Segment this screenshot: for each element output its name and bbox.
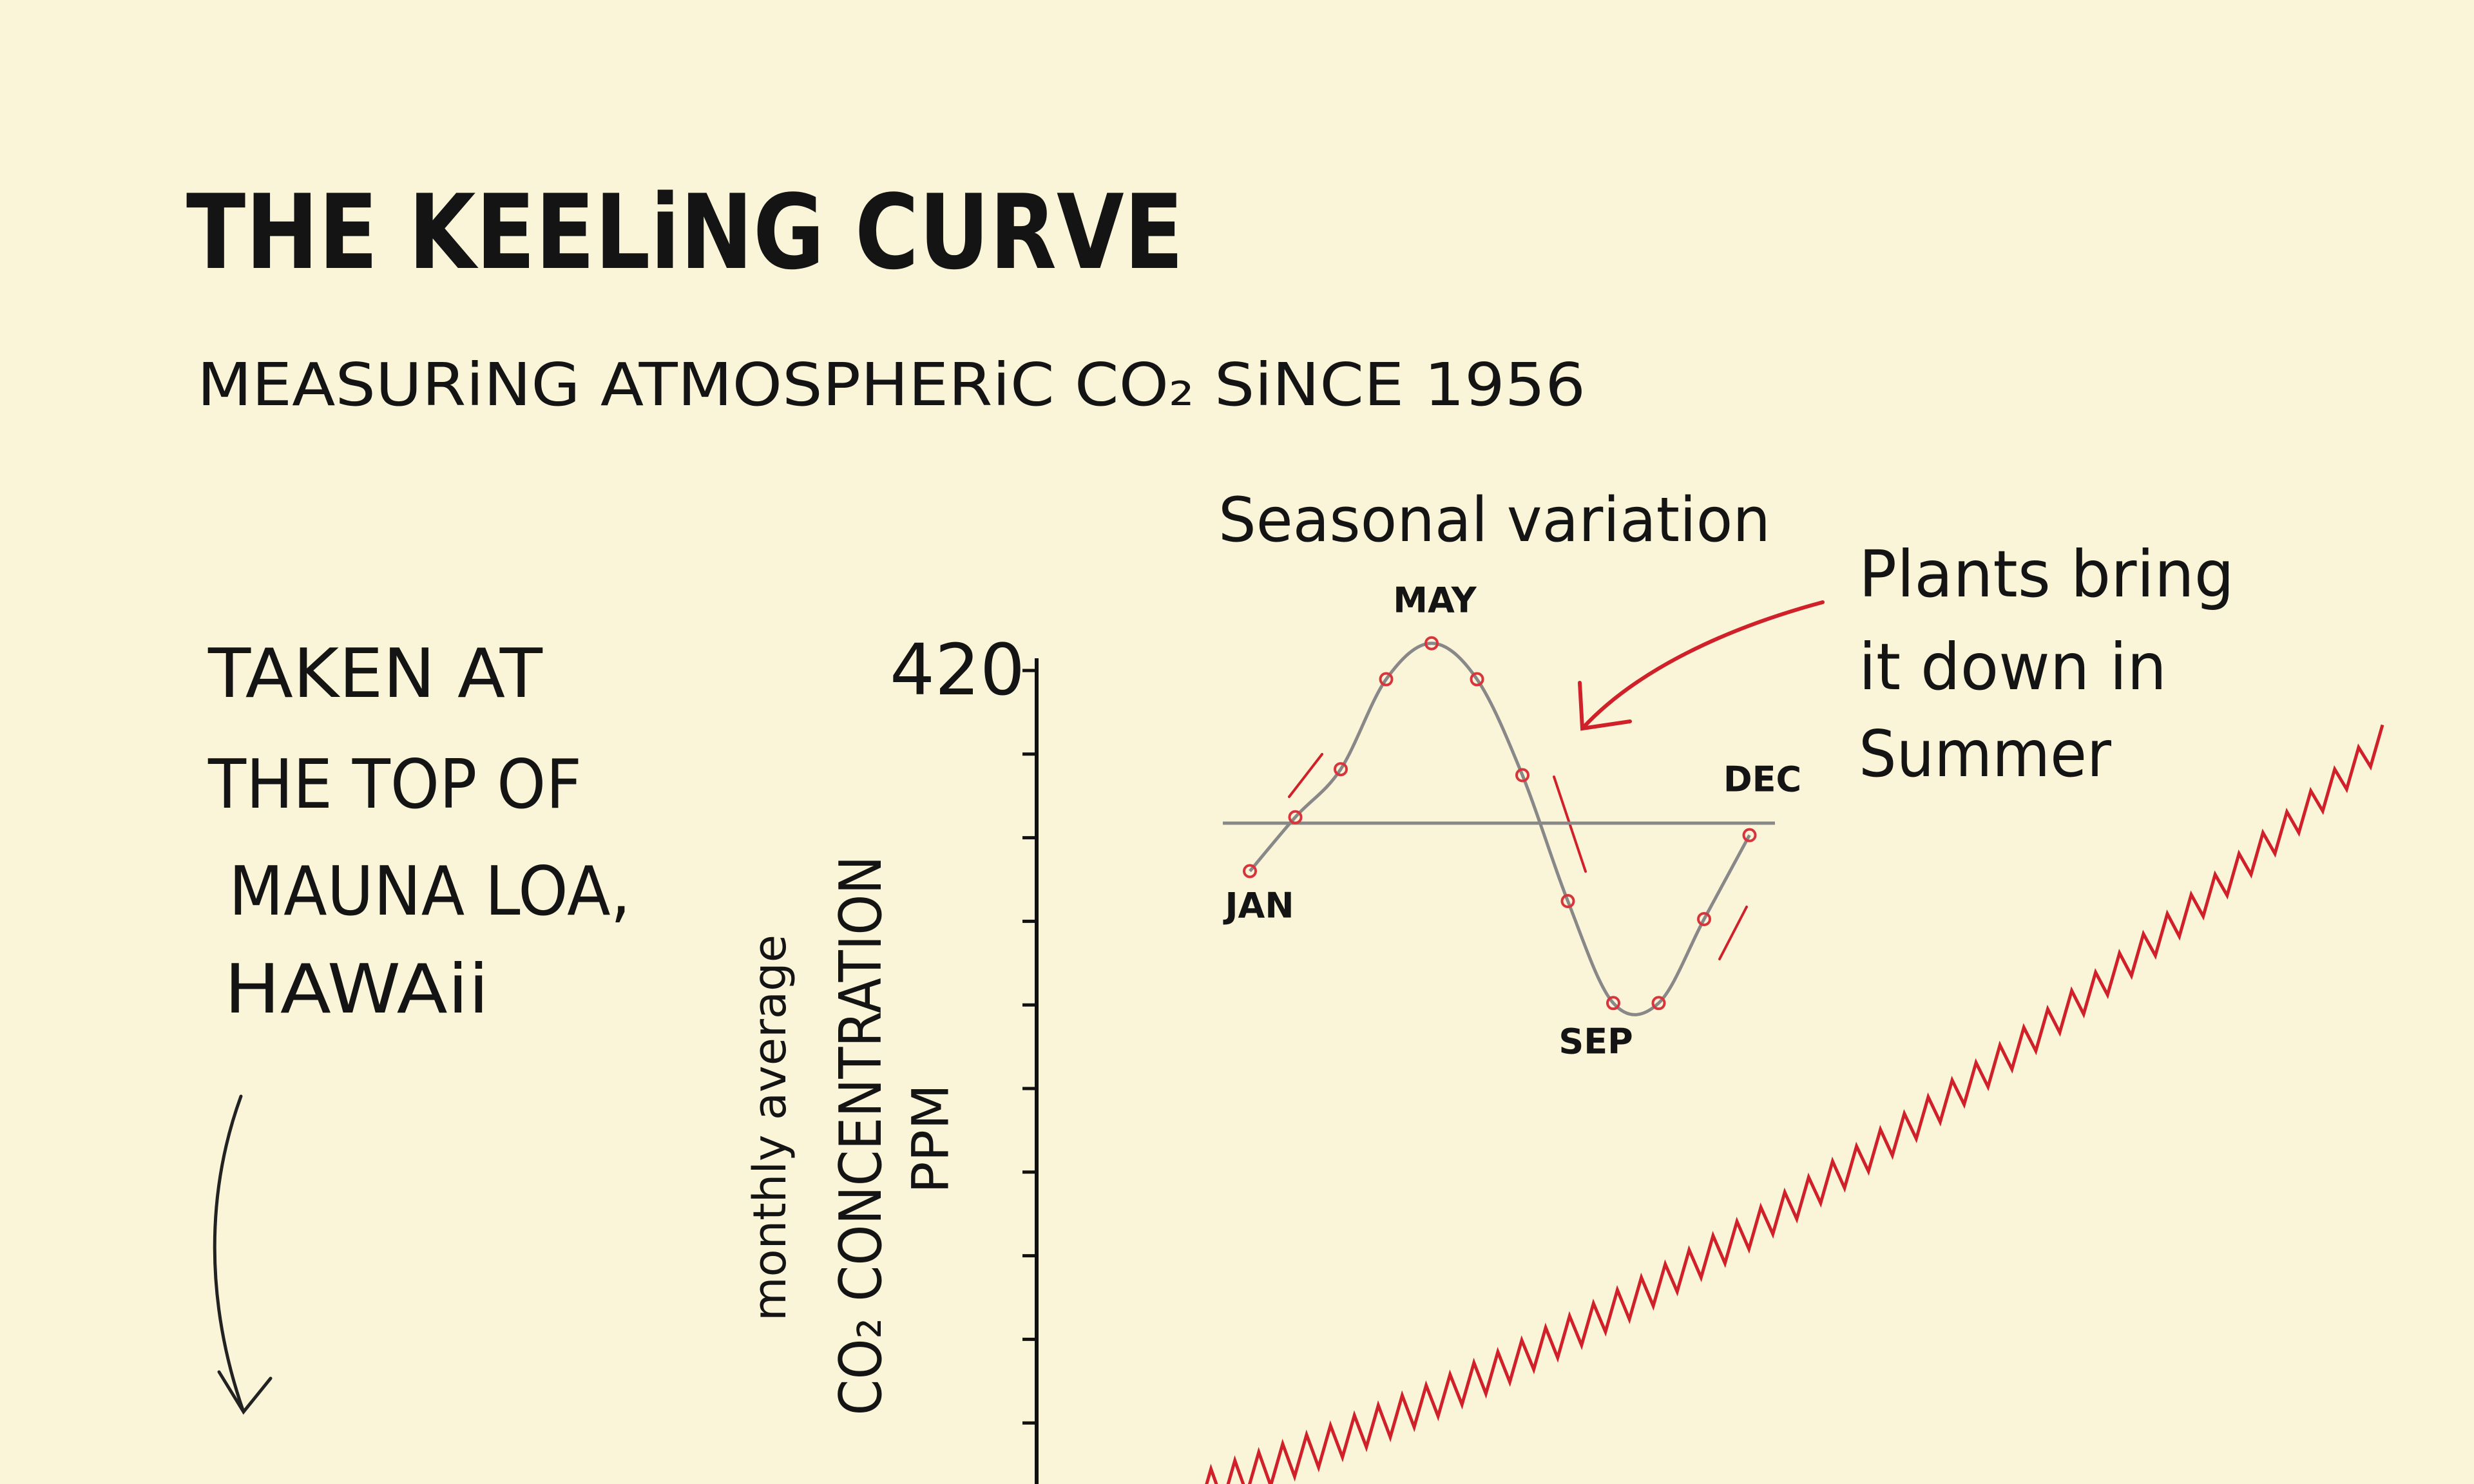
month-point (1697, 911, 1711, 926)
month-point (1470, 672, 1484, 687)
month-point (1379, 672, 1394, 687)
month-label: SEP (1558, 1021, 1633, 1061)
subtitle: MEASURiNG ATMOSPHERiC CO₂ SiNCE 1956 (197, 350, 1586, 419)
y-axis-label: PPM (902, 1084, 960, 1194)
month-point (1243, 864, 1257, 879)
month-point (1424, 636, 1439, 651)
month-label: DEC (1723, 759, 1801, 800)
note-line: MAUNA LOA, (229, 852, 631, 931)
month-point (1288, 810, 1303, 824)
y-axis-label: CO₂ CONCENTRATION (827, 856, 895, 1416)
down-arrow (213, 1094, 273, 1415)
inset-title: Seasonal variation (1218, 485, 1770, 556)
note-line: HAWAii (224, 950, 489, 1029)
note-line: TAKEN AT (207, 634, 543, 713)
seasonal-line (1249, 642, 1751, 1016)
month-point (1334, 762, 1348, 777)
annotation-line: Summer (1859, 716, 2112, 792)
y-axis-label: monthly average (743, 935, 796, 1321)
month-point (1651, 996, 1666, 1011)
month-point (1742, 828, 1757, 842)
title: THE KEELiNG CURVE (186, 172, 1184, 292)
co2-line (1205, 724, 2384, 1484)
note-line: THE TOP OF (207, 745, 582, 824)
month-label: MAY (1393, 580, 1477, 621)
month-point (1515, 768, 1529, 783)
y-tick-label: 420 (890, 629, 1025, 711)
annotation-arrow (1578, 600, 1825, 731)
annotation-line: Plants bring (1859, 537, 2234, 612)
annotation-line: it down in (1859, 629, 2167, 705)
month-point (1606, 996, 1620, 1011)
month-label: JAN (1222, 885, 1294, 926)
month-point (1560, 894, 1575, 909)
